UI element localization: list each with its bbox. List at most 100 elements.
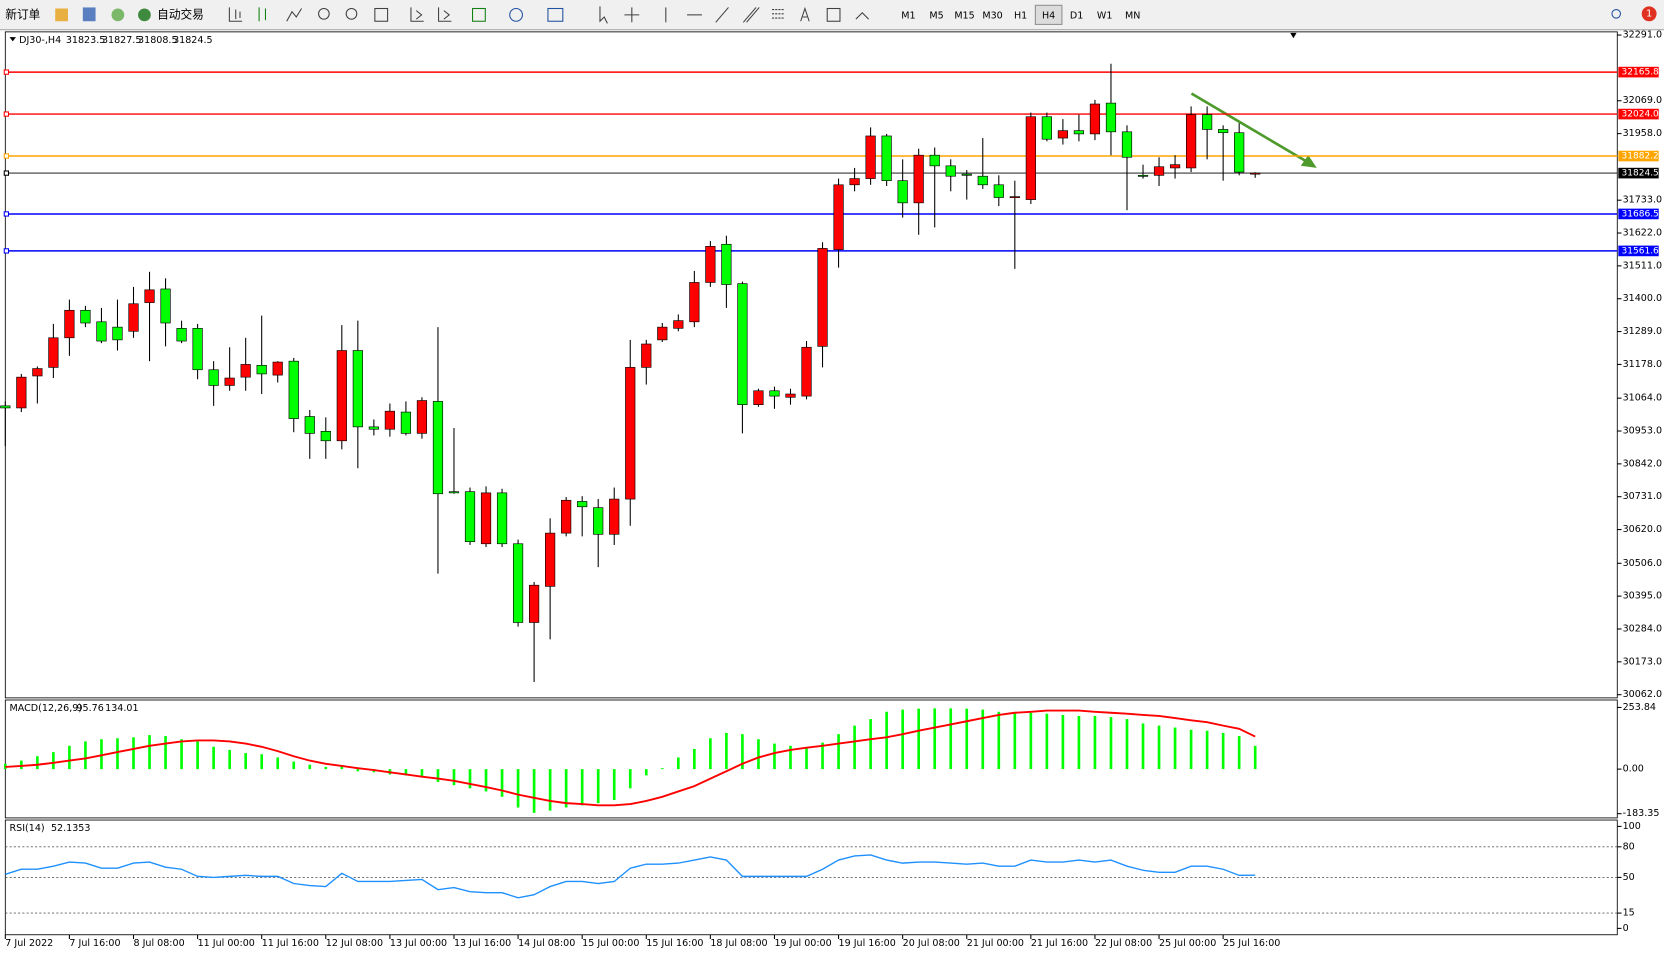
x-tick-label: 19 Jul 00:00 xyxy=(774,938,831,949)
icon[interactable] xyxy=(438,7,452,22)
y-tick-label: 253.84 xyxy=(1623,702,1656,713)
candle-body xyxy=(849,178,860,186)
macd-bar xyxy=(260,754,264,770)
macd-bar xyxy=(1141,723,1145,770)
y-tick-label: 80 xyxy=(1623,841,1635,852)
macd-bar xyxy=(789,745,792,770)
macd-bar xyxy=(404,769,408,776)
toolbar: 新订单 自动交易 xyxy=(0,0,1664,31)
level-label: 31561.6 xyxy=(1622,246,1660,256)
level-handle xyxy=(3,248,10,254)
candle-body xyxy=(224,377,235,386)
macd-bar xyxy=(1013,712,1017,770)
level-handle xyxy=(3,69,10,75)
candle-body xyxy=(464,491,476,543)
timeframe-button[interactable]: MN xyxy=(1125,10,1140,21)
notification-badge[interactable] xyxy=(1641,6,1657,22)
macd-bar xyxy=(1221,732,1225,770)
icon[interactable] xyxy=(258,7,267,22)
y-tick-label: 30173.0 xyxy=(1623,656,1662,667)
macd-bar xyxy=(1029,712,1033,770)
candle-body xyxy=(1250,172,1261,175)
candle-body xyxy=(480,492,492,545)
timeframe-button[interactable]: D1 xyxy=(1070,10,1083,21)
timeframe-button[interactable]: H1 xyxy=(1014,10,1027,21)
timeframe-button[interactable]: W1 xyxy=(1097,10,1113,21)
level-handle xyxy=(3,153,10,159)
icon[interactable] xyxy=(374,7,389,22)
icon[interactable] xyxy=(855,11,870,20)
icon[interactable] xyxy=(826,7,841,22)
candle-body xyxy=(1009,196,1020,199)
icon[interactable] xyxy=(599,6,608,24)
candle-body xyxy=(1153,166,1165,176)
candle-body xyxy=(64,309,75,339)
icon[interactable] xyxy=(547,7,564,22)
timeframe-button[interactable]: H4 xyxy=(1042,10,1055,21)
candle-body xyxy=(16,376,27,409)
candle-body xyxy=(144,289,155,303)
macd-bar xyxy=(516,769,520,808)
candle-body xyxy=(1234,132,1245,173)
collapse-marker[interactable] xyxy=(9,37,16,42)
search-icon[interactable] xyxy=(1611,9,1621,19)
y-tick-label: 31958.0 xyxy=(1623,128,1662,139)
y-tick-label: 0.00 xyxy=(1623,764,1644,775)
x-tick-label: 21 Jul 16:00 xyxy=(1031,938,1088,949)
timeframe-button[interactable]: M1 xyxy=(901,10,915,21)
candle-body xyxy=(1089,103,1101,135)
macd-bar xyxy=(917,708,921,770)
macd-bar xyxy=(84,741,87,770)
icon[interactable] xyxy=(55,8,68,22)
y-tick-label: 30620.0 xyxy=(1623,524,1662,535)
icon[interactable] xyxy=(509,7,523,22)
icon[interactable] xyxy=(318,7,330,20)
timeframe-button[interactable]: M5 xyxy=(929,10,943,21)
timeframe-button[interactable]: M15 xyxy=(954,10,974,21)
macd-bar xyxy=(196,741,199,770)
candle-body xyxy=(304,416,315,434)
icon[interactable] xyxy=(772,9,785,19)
macd-bar xyxy=(725,732,728,770)
candle-body xyxy=(673,320,684,329)
macd-bar xyxy=(676,757,680,770)
icon[interactable] xyxy=(472,7,486,22)
icon[interactable] xyxy=(624,7,640,23)
icon[interactable] xyxy=(286,8,303,22)
macd-bar xyxy=(308,764,312,770)
icon[interactable] xyxy=(111,8,125,22)
ohlc-open: 31823.5 xyxy=(66,35,105,46)
x-tick-label: 7 Jul 16:00 xyxy=(69,938,120,949)
icon[interactable] xyxy=(410,7,424,22)
icon[interactable] xyxy=(715,7,729,23)
macd-bar xyxy=(68,745,71,770)
timeframe-button[interactable]: M30 xyxy=(982,10,1002,21)
candle-body xyxy=(529,584,540,623)
macd-bar xyxy=(1173,727,1177,770)
icon[interactable] xyxy=(742,7,760,23)
macd-bar xyxy=(420,769,424,777)
candle-body xyxy=(705,246,716,283)
new-order-button[interactable]: 新订单 xyxy=(5,7,40,21)
candle-body xyxy=(913,154,924,204)
icon[interactable] xyxy=(82,7,96,22)
y-tick-label: 31289.0 xyxy=(1623,326,1662,337)
candle-body xyxy=(641,343,652,368)
macd-bar xyxy=(228,749,231,770)
auto-trade-button[interactable]: 自动交易 xyxy=(157,7,204,21)
candle-body xyxy=(208,369,219,386)
icon[interactable] xyxy=(138,8,151,22)
candle-body xyxy=(977,175,988,186)
macd-bar xyxy=(709,738,712,770)
icon[interactable] xyxy=(800,6,810,22)
level-label-bg xyxy=(1618,108,1659,120)
macd-bar xyxy=(292,761,296,770)
candle-body xyxy=(1137,175,1149,177)
macd-bar xyxy=(869,719,872,770)
icon[interactable] xyxy=(228,7,243,22)
trend-arrow-head xyxy=(1300,155,1317,168)
icon[interactable] xyxy=(345,7,358,20)
macd-bar xyxy=(853,725,856,770)
macd-bar xyxy=(660,768,664,770)
y-tick-label: 31733.0 xyxy=(1623,195,1662,206)
